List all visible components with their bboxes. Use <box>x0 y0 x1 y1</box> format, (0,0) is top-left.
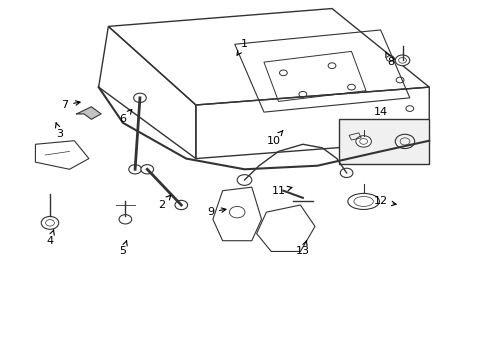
Text: 8: 8 <box>385 52 393 67</box>
Circle shape <box>41 216 59 229</box>
Circle shape <box>119 215 131 224</box>
Polygon shape <box>77 107 101 119</box>
Circle shape <box>141 165 153 174</box>
Text: 11: 11 <box>271 186 291 196</box>
Text: 3: 3 <box>55 123 63 139</box>
Text: 12: 12 <box>373 197 395 206</box>
Text: 7: 7 <box>61 100 80 110</box>
Text: 9: 9 <box>206 207 225 217</box>
Text: 10: 10 <box>266 131 282 146</box>
Circle shape <box>355 136 371 147</box>
Text: 6: 6 <box>119 109 132 124</box>
Ellipse shape <box>347 193 379 210</box>
Bar <box>339 119 428 164</box>
Circle shape <box>128 165 141 174</box>
Text: 1: 1 <box>237 39 247 55</box>
Text: 4: 4 <box>46 230 54 246</box>
Text: 2: 2 <box>158 195 170 210</box>
Circle shape <box>175 201 187 210</box>
Circle shape <box>340 168 352 177</box>
Text: 14: 14 <box>373 107 387 117</box>
Circle shape <box>133 93 146 103</box>
Text: 5: 5 <box>119 241 127 256</box>
Circle shape <box>394 55 409 66</box>
Text: 13: 13 <box>295 241 309 256</box>
